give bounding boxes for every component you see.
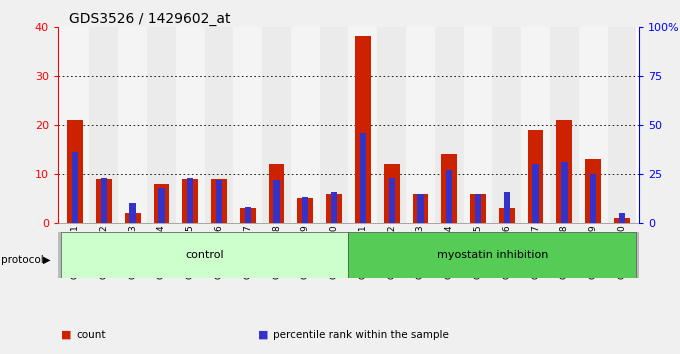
Bar <box>101 178 107 223</box>
Bar <box>532 164 539 223</box>
Bar <box>269 164 284 223</box>
Bar <box>67 120 83 223</box>
Bar <box>348 232 636 278</box>
Bar <box>302 198 309 223</box>
Text: percentile rank within the sample: percentile rank within the sample <box>273 330 449 339</box>
Bar <box>614 218 630 223</box>
Bar <box>61 27 90 223</box>
Bar <box>96 179 112 223</box>
Bar <box>154 184 169 223</box>
Bar <box>233 27 262 223</box>
Bar <box>504 192 510 223</box>
Bar <box>129 203 136 223</box>
Text: control: control <box>185 250 224 260</box>
Bar <box>470 194 486 223</box>
Bar <box>326 194 342 223</box>
Bar <box>158 188 165 223</box>
Bar <box>72 152 78 223</box>
Bar <box>561 162 568 223</box>
Text: ■: ■ <box>61 330 71 339</box>
Bar <box>124 213 141 223</box>
Bar <box>355 36 371 223</box>
Bar <box>413 194 428 223</box>
Bar <box>464 27 492 223</box>
Text: ▶: ▶ <box>43 255 50 265</box>
Bar <box>331 192 337 223</box>
Bar <box>521 27 550 223</box>
Bar <box>273 180 279 223</box>
Bar <box>384 164 400 223</box>
Bar <box>406 27 435 223</box>
Bar <box>607 27 636 223</box>
Bar <box>348 27 377 223</box>
Bar <box>216 180 222 223</box>
Bar <box>118 27 147 223</box>
Bar <box>176 27 205 223</box>
Bar <box>441 154 457 223</box>
Bar <box>291 27 320 223</box>
Bar <box>585 159 601 223</box>
Bar <box>320 27 348 223</box>
Bar <box>182 179 198 223</box>
Text: ■: ■ <box>258 330 269 339</box>
Text: protocol: protocol <box>1 255 44 265</box>
Text: GDS3526 / 1429602_at: GDS3526 / 1429602_at <box>69 12 231 25</box>
Bar <box>619 213 625 223</box>
Bar <box>550 27 579 223</box>
Bar <box>590 174 596 223</box>
Bar <box>90 27 118 223</box>
Bar <box>435 27 464 223</box>
Bar <box>377 27 406 223</box>
Bar <box>262 27 291 223</box>
Bar <box>205 27 233 223</box>
Bar <box>556 120 573 223</box>
Bar <box>211 179 227 223</box>
Bar <box>492 27 521 223</box>
Bar <box>475 194 481 223</box>
Text: myostatin inhibition: myostatin inhibition <box>437 250 548 260</box>
Bar <box>418 194 424 223</box>
Bar <box>528 130 543 223</box>
Bar <box>147 27 176 223</box>
Bar <box>499 208 515 223</box>
Bar <box>297 199 313 223</box>
Bar <box>388 178 395 223</box>
Text: count: count <box>76 330 105 339</box>
Bar <box>360 133 366 223</box>
Bar <box>579 27 607 223</box>
Bar <box>61 232 348 278</box>
Bar <box>240 208 256 223</box>
Bar <box>245 207 251 223</box>
Bar <box>446 170 452 223</box>
Bar <box>187 178 193 223</box>
